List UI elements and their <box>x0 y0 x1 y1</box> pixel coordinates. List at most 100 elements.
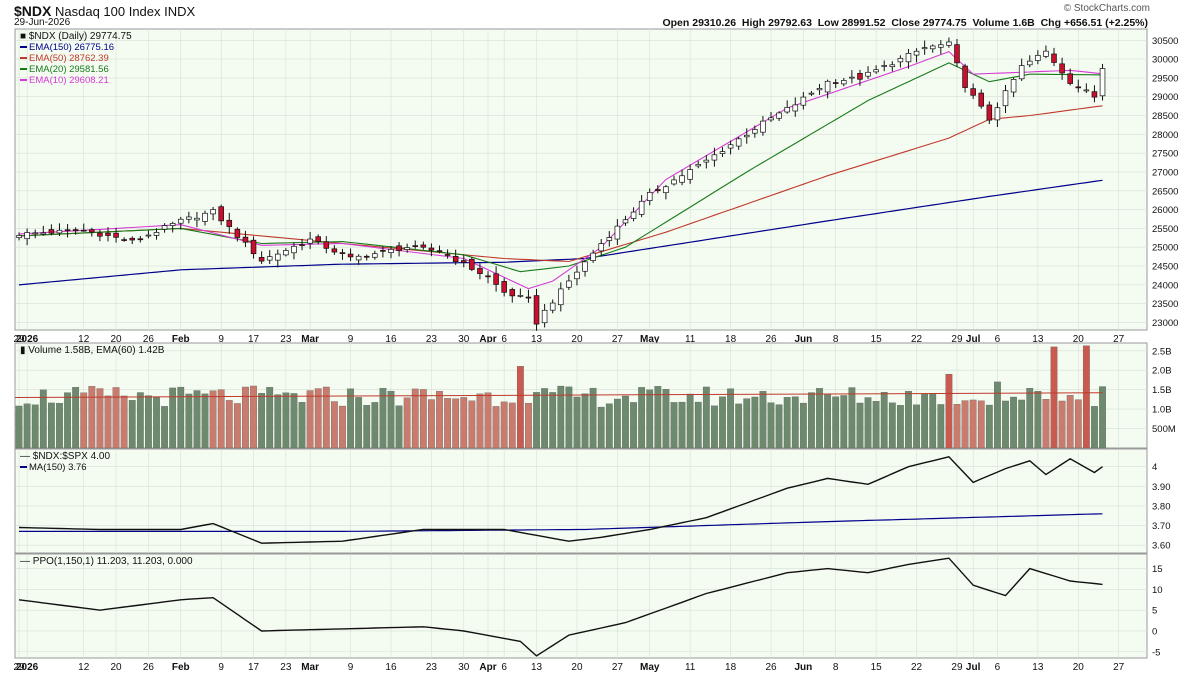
ppo-time-label: Mar <box>301 662 319 673</box>
volume-bar <box>630 402 637 449</box>
volume-bar <box>39 389 47 449</box>
volume-bar <box>662 389 670 449</box>
candle-body <box>986 104 993 121</box>
volume-bar <box>225 400 233 449</box>
volume-bar <box>379 388 387 449</box>
ppo-axis-tick-label: 15 <box>1152 564 1163 575</box>
candle-body <box>509 289 516 297</box>
volume-bar <box>31 404 39 449</box>
volume-bar <box>1074 399 1082 449</box>
volume-bar <box>1099 386 1106 449</box>
candle-body <box>32 232 38 235</box>
candle-body <box>307 238 313 244</box>
candle-body <box>113 232 119 238</box>
candle-body <box>800 96 807 106</box>
price-time-label: 18 <box>725 334 737 345</box>
candle-body <box>80 229 87 232</box>
ohlc-stats: Open 29310.26 High 29792.63 Low 28991.52… <box>662 17 1148 29</box>
price-time-label: Feb <box>172 334 190 345</box>
candle-body <box>630 211 637 219</box>
price-time-label: 13 <box>531 334 543 345</box>
price-time-label: 17 <box>248 334 260 345</box>
price-axis-tick-label: 25500 <box>1152 224 1178 235</box>
volume-bar <box>1058 400 1066 449</box>
candle-body <box>1002 90 1009 107</box>
price-time-label: 20 <box>111 334 123 345</box>
ppo-time-label: 9 <box>348 662 354 673</box>
price-time-label: 6 <box>995 334 1001 345</box>
volume-axis-tick-label: 2.5B <box>1152 346 1172 357</box>
volume-bar <box>56 402 63 449</box>
candle-body <box>962 65 968 88</box>
volume-bar <box>961 400 969 449</box>
price-axis-tick-label: 23000 <box>1152 318 1178 329</box>
volume-bar <box>258 393 265 449</box>
price-axis-tick-label: 24500 <box>1152 262 1178 273</box>
candle-body <box>40 232 47 235</box>
ratio-axis-tick-label: 3.60 <box>1152 541 1171 552</box>
candle-body <box>622 219 629 224</box>
ratio-axis-tick-label: 3.70 <box>1152 521 1171 532</box>
close-label: Close <box>891 17 920 29</box>
ema10-line <box>18 50 1103 290</box>
price-time-label: 20 <box>1073 334 1085 345</box>
candle-body <box>266 256 273 261</box>
volume-bar <box>1002 400 1009 449</box>
price-axis-tick-label: 28500 <box>1152 111 1178 122</box>
price-title: ■ $NDX (Daily) 29774.75 <box>20 31 132 42</box>
price-axis-tick-label: 29500 <box>1152 73 1178 84</box>
candle-body <box>921 47 928 50</box>
candle-body <box>169 223 176 226</box>
price-time-label: 8 <box>833 334 839 345</box>
volume-bar <box>217 389 225 449</box>
ppo-time-label: 22 <box>911 662 923 673</box>
volume-bar <box>72 387 80 449</box>
candle-body <box>638 200 645 215</box>
ppo-time-label: 6 <box>501 662 507 673</box>
volume-bar <box>436 391 443 449</box>
volume-bar <box>1091 406 1098 449</box>
price-time-label: 29 <box>13 334 25 345</box>
volume-bar <box>832 396 840 449</box>
volume-bar <box>541 388 548 449</box>
volume-bar <box>363 405 371 449</box>
volume-bar <box>136 392 144 449</box>
price-axis-tick-label: 25000 <box>1152 243 1178 254</box>
volume-bar <box>711 405 718 449</box>
volume-bar <box>387 390 395 449</box>
volume-bar <box>799 402 807 449</box>
price-axis-tick-label: 23500 <box>1152 299 1178 310</box>
volume-bar <box>945 373 953 449</box>
candle-body <box>558 288 564 306</box>
candle-body <box>954 44 960 64</box>
ema50-line <box>18 105 1103 263</box>
volume-bar <box>500 401 508 449</box>
volume-bar <box>80 392 88 449</box>
ppo-time-label: 27 <box>612 662 624 673</box>
price-time-label: 30 <box>458 334 470 345</box>
volume-bar <box>686 393 694 449</box>
ratio-axis-tick-label: 3.90 <box>1152 482 1171 493</box>
candle-body <box>695 163 702 167</box>
candle-body <box>566 280 572 288</box>
candle-body <box>186 216 192 220</box>
ratio-line <box>18 456 1103 544</box>
candle-body <box>469 258 475 270</box>
change-label: Chg <box>1040 17 1062 29</box>
ppo-time-label: 20 <box>1073 662 1085 673</box>
volume-bar <box>783 397 791 449</box>
volume-bar <box>484 392 492 449</box>
volume-bar <box>516 366 524 449</box>
price-time-label: 27 <box>612 334 624 345</box>
ppo-panel: -5 0 5 10 15 — PPO(1,150,1) 11.203, 11.203, 0… <box>13 553 1163 673</box>
volume-bar <box>298 402 306 449</box>
candle-body <box>582 261 588 272</box>
volume-bar <box>953 404 961 449</box>
volume-bar <box>913 404 920 449</box>
candle-body <box>994 107 1001 121</box>
ppo-axis-tick-label: -5 <box>1152 647 1160 658</box>
candle-body <box>485 275 491 278</box>
volume-bar <box>597 406 605 449</box>
price-axis-tick-label: 30500 <box>1152 36 1178 47</box>
candle-body <box>938 44 944 48</box>
